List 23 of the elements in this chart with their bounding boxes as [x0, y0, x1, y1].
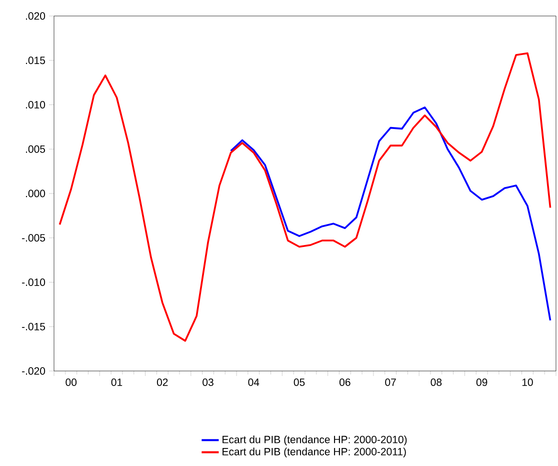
x-tick-label: 07	[385, 378, 396, 386]
x-tick-label: 01	[111, 378, 122, 386]
y-tick-label: .005	[26, 145, 46, 153]
x-tick-label: 02	[156, 378, 168, 386]
x-tick-label: 10	[522, 378, 533, 386]
x-tick-label: 06	[339, 378, 350, 386]
x-tick-label: 03	[202, 378, 214, 386]
x-tick-label: 09	[476, 378, 488, 386]
x-tick-label: 00	[66, 378, 77, 386]
y-tick-label: .020	[26, 12, 46, 20]
y-tick-label: .000	[26, 190, 46, 198]
legend-label: Ecart du PIB (tendance HP: 2000-2011)	[222, 448, 406, 458]
y-tick-label: -.010	[22, 278, 46, 286]
y-tick-label: -.005	[22, 234, 46, 242]
legend-label: Ecart du PIB (tendance HP: 2000-2010)	[222, 436, 407, 446]
y-tick-label: -.020	[22, 367, 46, 375]
x-tick-label: 08	[430, 378, 442, 386]
x-tick-label: 05	[294, 378, 305, 386]
y-tick-label: .015	[26, 56, 46, 64]
y-tick-label: .010	[26, 101, 46, 108]
line-series	[58, 52, 552, 342]
y-tick-label: -.015	[22, 322, 46, 330]
x-tick-label: 04	[248, 378, 260, 386]
